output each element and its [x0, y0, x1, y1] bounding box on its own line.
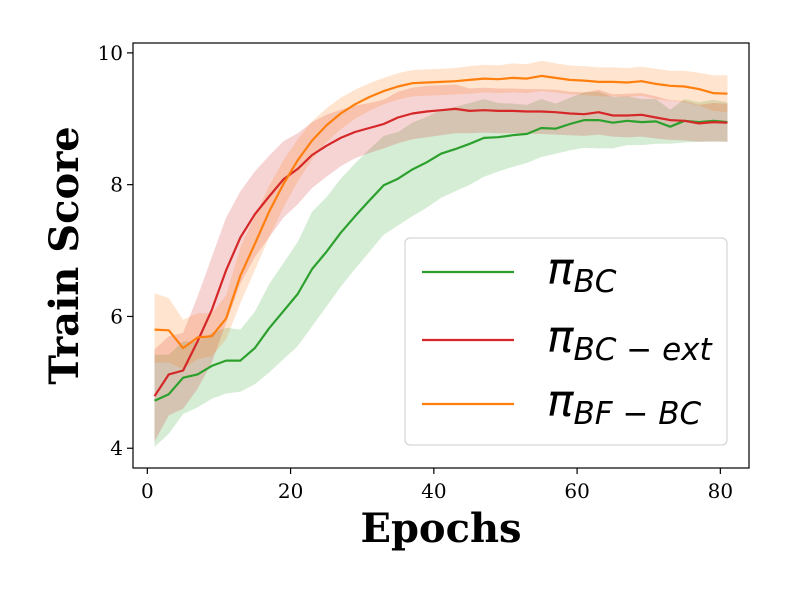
- series-line-0: [154, 118, 728, 402]
- series-band-2: [154, 60, 728, 370]
- legend: πBC πBC − ext πBF − BC: [404, 237, 728, 446]
- x-tick-label: 0: [141, 479, 154, 503]
- x-tick-label: 60: [564, 479, 589, 503]
- series-band-1: [154, 84, 728, 442]
- legend-label-0: πBC: [547, 244, 617, 300]
- x-tick-label: 80: [708, 479, 733, 503]
- x-tick-label: 20: [278, 479, 303, 503]
- legend-label-2: πBF − BC: [547, 376, 702, 432]
- y-tick-label: 6: [110, 304, 123, 328]
- axes-frame: [132, 42, 750, 469]
- y-axis-title: Train Score: [41, 126, 88, 385]
- legend-label-1: πBC − ext: [547, 312, 714, 368]
- x-axis-title: Epochs: [360, 505, 521, 552]
- legend-box: [404, 237, 728, 446]
- x-tick-label: 40: [421, 479, 446, 503]
- y-tick-label: 10: [98, 41, 123, 65]
- series-line-1: [153, 107, 728, 397]
- y-tick-label: 4: [110, 436, 123, 460]
- y-tick-label: 8: [110, 173, 123, 197]
- series-line-2: [154, 74, 728, 350]
